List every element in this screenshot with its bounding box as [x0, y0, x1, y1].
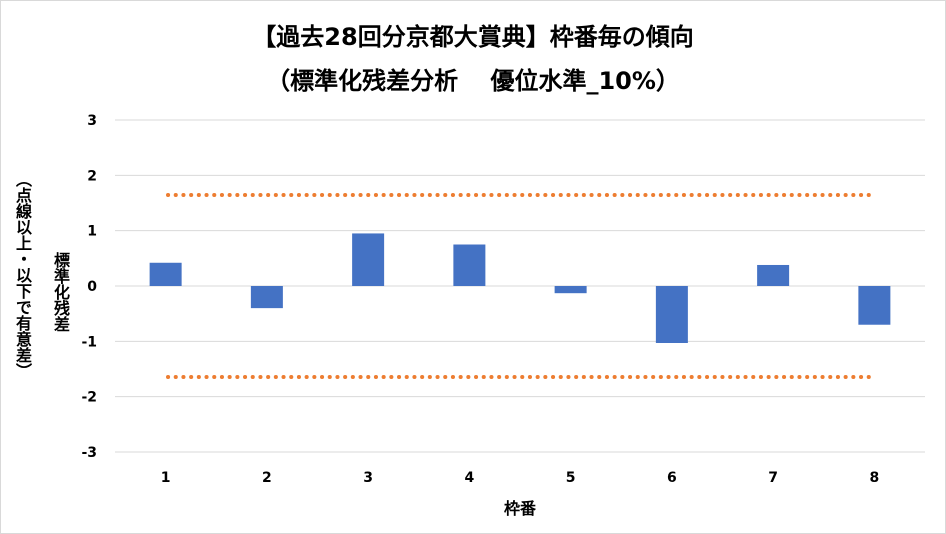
bar: [757, 264, 790, 286]
x-tick-label: 4: [465, 470, 475, 486]
x-tick-label: 1: [161, 470, 171, 486]
x-tick-label: 8: [870, 470, 880, 486]
threshold-lines: [166, 192, 874, 380]
x-tick-label: 2: [262, 470, 272, 486]
y-tick-label: 0: [87, 279, 97, 295]
bar: [149, 262, 182, 286]
grid-lines: [115, 119, 925, 453]
y-tick-label: -2: [81, 390, 97, 406]
chart-subtitle: （標準化残差分析 優位水準_10%）: [266, 67, 680, 95]
x-tick-label: 5: [566, 470, 576, 486]
y-axis-label-note: （点線以上・以下で有意差）: [13, 171, 32, 379]
bar: [352, 233, 385, 286]
x-tick-label: 6: [667, 470, 677, 486]
y-axis-label: 標準化残差: [51, 252, 70, 332]
bar: [250, 286, 283, 309]
x-axis-label: 枠番: [504, 499, 537, 518]
y-tick-labels: 3 2 1 0 -1 -2 -3: [81, 113, 97, 461]
bars: [149, 233, 891, 343]
bar: [655, 286, 688, 343]
x-tick-label: 7: [768, 470, 778, 486]
y-tick-label: -1: [81, 334, 97, 350]
y-tick-label: 2: [87, 168, 97, 184]
x-tick-label: 3: [363, 470, 373, 486]
bar: [453, 244, 486, 286]
y-tick-label: -3: [81, 445, 97, 461]
bar: [554, 286, 587, 294]
x-tick-labels: 1 2 3 4 5 6 7 8: [161, 470, 880, 486]
y-tick-label: 1: [87, 224, 97, 240]
chart-title: 【過去28回分京都大賞典】枠番毎の傾向: [252, 23, 694, 51]
y-tick-label: 3: [87, 113, 97, 129]
bar: [858, 286, 891, 325]
